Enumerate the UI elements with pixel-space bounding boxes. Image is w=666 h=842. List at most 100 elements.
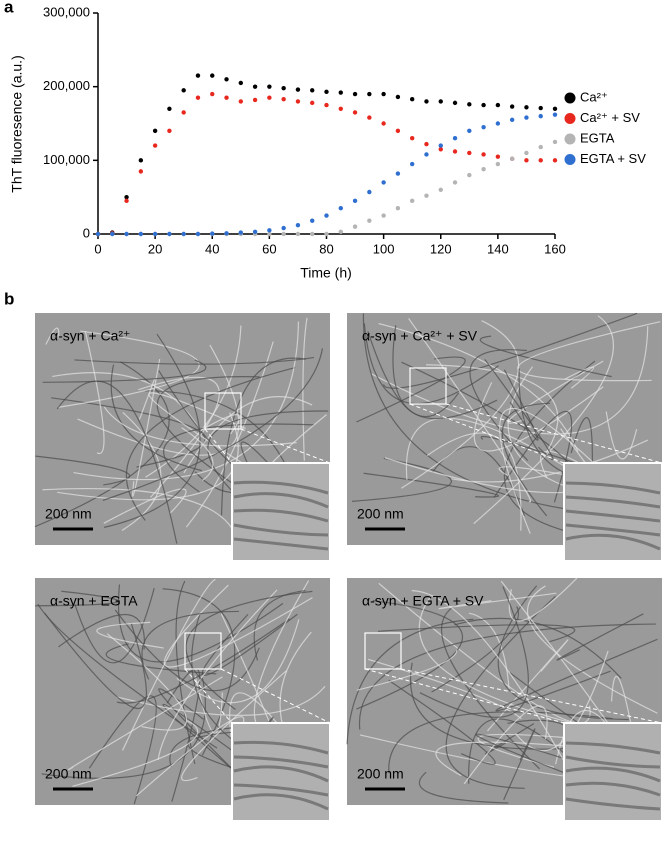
scale-bar-label: 200 nm (357, 506, 404, 522)
y-tick-label: 0 (83, 225, 90, 240)
data-point (338, 90, 343, 95)
fibril (132, 358, 161, 497)
data-point (252, 97, 258, 103)
data-point (552, 158, 558, 163)
data-point (95, 231, 101, 237)
data-point (452, 100, 458, 106)
data-point (195, 95, 201, 100)
fibril (302, 317, 308, 461)
data-point (324, 213, 329, 218)
data-point (167, 231, 172, 237)
data-point (352, 224, 358, 229)
data-point (509, 117, 515, 123)
data-point (524, 115, 529, 120)
fibril (370, 326, 649, 435)
data-point (181, 110, 186, 115)
fibril (163, 584, 313, 668)
data-point (538, 105, 543, 111)
data-point (310, 231, 315, 237)
x-tick-label: 80 (319, 241, 333, 256)
y-tick-label: 200,000 (43, 78, 90, 93)
data-point (281, 231, 286, 237)
data-point (367, 115, 372, 120)
data-point (281, 225, 286, 231)
data-point (381, 121, 386, 126)
data-point (210, 231, 215, 236)
data-point (367, 91, 372, 97)
legend-marker (564, 92, 576, 104)
data-point (238, 230, 244, 235)
inset-image (231, 722, 331, 822)
data-point (152, 143, 158, 148)
x-tick-label: 120 (430, 241, 452, 256)
fibril (517, 321, 661, 382)
data-point (495, 154, 501, 159)
data-point (110, 231, 115, 237)
micrograph: α-syn + EGTA + SV 200 nm (346, 577, 663, 822)
fibril (497, 585, 629, 721)
inset-fibril (565, 495, 661, 509)
fibril (418, 596, 582, 726)
fibril (503, 369, 539, 441)
data-point (181, 231, 186, 237)
fibril (185, 341, 274, 528)
data-point (552, 112, 558, 117)
fibril (363, 323, 499, 405)
data-point (395, 94, 401, 100)
fibril (194, 675, 223, 734)
legend-marker (564, 154, 576, 165)
zoom-guide (184, 668, 233, 724)
data-point (281, 85, 286, 91)
fibril (181, 427, 214, 481)
data-point (424, 152, 429, 157)
fibril (503, 728, 536, 801)
inset-fibril (565, 766, 661, 783)
x-tick-label: 20 (148, 241, 162, 256)
data-point (310, 88, 315, 93)
data-point (181, 88, 186, 93)
data-point (367, 218, 372, 223)
data-point (138, 169, 144, 174)
data-point (124, 198, 129, 204)
fibril (473, 382, 604, 452)
data-point (224, 77, 229, 82)
data-point (409, 198, 415, 204)
fibril (84, 330, 105, 455)
data-point (438, 99, 443, 104)
data-point (152, 231, 158, 237)
data-point (438, 143, 443, 148)
fibril (175, 580, 196, 765)
zoom-box (204, 392, 242, 430)
fibril (57, 330, 200, 408)
data-point (538, 144, 543, 150)
data-point (524, 150, 529, 156)
zoom-guide (364, 668, 565, 724)
scale-bar-label: 200 nm (357, 766, 404, 782)
data-point (395, 128, 401, 134)
fibril (426, 364, 559, 460)
fibril (388, 711, 613, 774)
inset-fibril (565, 509, 661, 523)
fibril (117, 584, 284, 663)
fibril (377, 624, 576, 643)
data-point (138, 231, 144, 237)
fibril (121, 411, 162, 531)
data-point (352, 198, 358, 204)
data-point (281, 96, 286, 102)
data-point (467, 128, 472, 134)
fibril (463, 705, 548, 785)
data-point (352, 110, 358, 115)
fibril (116, 618, 290, 704)
fibril (486, 639, 569, 732)
data-point (538, 158, 543, 163)
panel-label: b (4, 289, 14, 308)
data-point (267, 84, 272, 89)
fibril (356, 356, 466, 423)
data-point (524, 158, 529, 163)
fibril (408, 318, 532, 503)
fibril (220, 357, 307, 516)
data-point (338, 206, 343, 211)
fibril (411, 590, 568, 768)
data-point (295, 231, 301, 237)
data-point (124, 231, 129, 237)
